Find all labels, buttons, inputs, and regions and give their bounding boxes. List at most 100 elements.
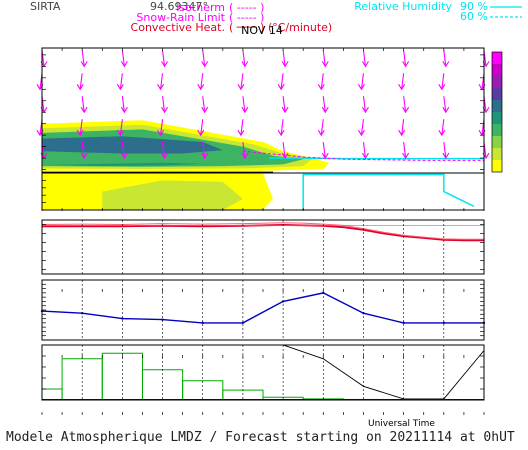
low-cloud-layer-1 (102, 180, 243, 210)
wind-arrowhead (201, 152, 209, 160)
wind-speed-point (442, 321, 446, 325)
wind-arrowhead (80, 106, 88, 114)
wind-arrow (443, 96, 447, 113)
wind-arrow (161, 142, 166, 159)
wind-speed-point (402, 321, 405, 325)
wind-arrowhead (361, 61, 369, 68)
wind-arrow (121, 50, 125, 67)
top-date-label: NOV 14 (241, 24, 283, 37)
wind-arrowhead (116, 84, 124, 91)
wind-speed-line (41, 292, 484, 324)
rh-60-low-line (302, 173, 475, 210)
wind-arrow (360, 73, 365, 90)
wind-arrowhead (361, 106, 369, 114)
wind-arrowhead (402, 152, 410, 160)
wind-arrowhead (281, 152, 289, 160)
wind-arrow (79, 119, 83, 136)
panel-frame (41, 219, 485, 275)
wind-arrowhead (76, 129, 84, 137)
wind-arrowhead (237, 84, 245, 91)
isotherm-line (242, 150, 484, 161)
panel-frame (41, 344, 485, 401)
wind-arrow (362, 96, 367, 113)
wind-arrow (441, 73, 445, 90)
wind-arrowhead (321, 106, 329, 114)
wind-arrowhead (161, 152, 169, 160)
wind-arrowhead (161, 106, 169, 114)
colorbar-swatch (492, 136, 502, 148)
wind-arrow (200, 119, 204, 136)
colorbar-swatch (492, 124, 502, 136)
station-name: SIRTA (30, 0, 61, 13)
wind-arrow (441, 119, 445, 136)
wind-arrow (401, 119, 405, 136)
wind-arrow (79, 73, 83, 90)
wind-arrowhead (120, 152, 128, 160)
wind-arrow (242, 50, 246, 67)
wind-arrow (240, 119, 244, 136)
wind-arrow (322, 50, 326, 67)
wind-arrowhead (402, 106, 410, 114)
station-coords: 94.69347° (150, 0, 208, 13)
legend-convective-sample: ( ─── ) (°C/minute) (229, 21, 332, 34)
wind-arrow (403, 96, 407, 113)
wind-arrowhead (357, 84, 365, 91)
wind-arrow (242, 96, 246, 113)
wind-arrowhead (241, 106, 249, 114)
wind-arrowhead (157, 129, 165, 137)
legend-rh-60: 60 % (460, 10, 488, 23)
wind-arrow (443, 142, 447, 159)
wind-arrowhead (361, 152, 369, 160)
header-legend: SIRTA 94.69347° Isotherm ( ----- ) Snow-… (30, 0, 522, 34)
wind-arrow (200, 73, 204, 90)
rh-90-line (269, 157, 484, 160)
wind-arrowhead (321, 152, 329, 160)
colorbar-swatch (492, 64, 502, 76)
wind-arrowhead (317, 129, 325, 137)
wind-arrow (202, 96, 206, 113)
wind-arrowhead (197, 129, 205, 137)
colorbar-swatch (492, 88, 502, 100)
wind-arrow (121, 142, 125, 159)
wind-arrow (280, 73, 284, 90)
colorbar-swatch (492, 112, 502, 124)
wind-arrow (320, 119, 324, 136)
wind-arrow (280, 119, 284, 136)
wind-arrow (322, 142, 326, 159)
wind-arrowhead (442, 106, 450, 114)
wind-arrowhead (398, 129, 406, 137)
wind-arrow (282, 142, 286, 159)
temperature-panel-bg (42, 220, 484, 274)
wind-arrow (81, 142, 85, 159)
legend-rh-label: Relative Humidity (354, 0, 452, 13)
wind-arrow (161, 96, 166, 113)
colorbar-swatch (492, 148, 502, 160)
wind-arrowhead (120, 106, 128, 114)
wind-arrowhead (241, 61, 249, 68)
wind-arrowhead (157, 84, 165, 91)
wind-speed-point (121, 317, 124, 320)
legend-convective-label: Convective Heat. (131, 21, 225, 34)
wind-arrowhead (442, 61, 450, 68)
wind-arrowhead (76, 84, 84, 91)
xlabel: Universal Time (368, 419, 435, 429)
wind-arrowhead (116, 129, 124, 137)
colorbar-swatch (492, 52, 502, 64)
wind-arrowhead (281, 106, 289, 114)
wind-arrowhead (357, 129, 365, 137)
wind-arrow (282, 50, 286, 67)
wind-speed-point (161, 318, 164, 321)
wind-speed-point (241, 321, 245, 325)
wind-arrow (119, 119, 123, 136)
wind-arrow (403, 50, 407, 67)
wind-arrowhead (402, 61, 410, 68)
cloud-layer-4 (52, 162, 203, 167)
wind-arrowhead (197, 84, 205, 91)
wind-arrow (443, 50, 447, 67)
wind-arrow (81, 50, 85, 67)
wind-arrow (362, 142, 367, 159)
wind-arrowhead (80, 61, 88, 68)
wind-arrowhead (201, 106, 209, 114)
wind-speed-point (201, 321, 204, 325)
